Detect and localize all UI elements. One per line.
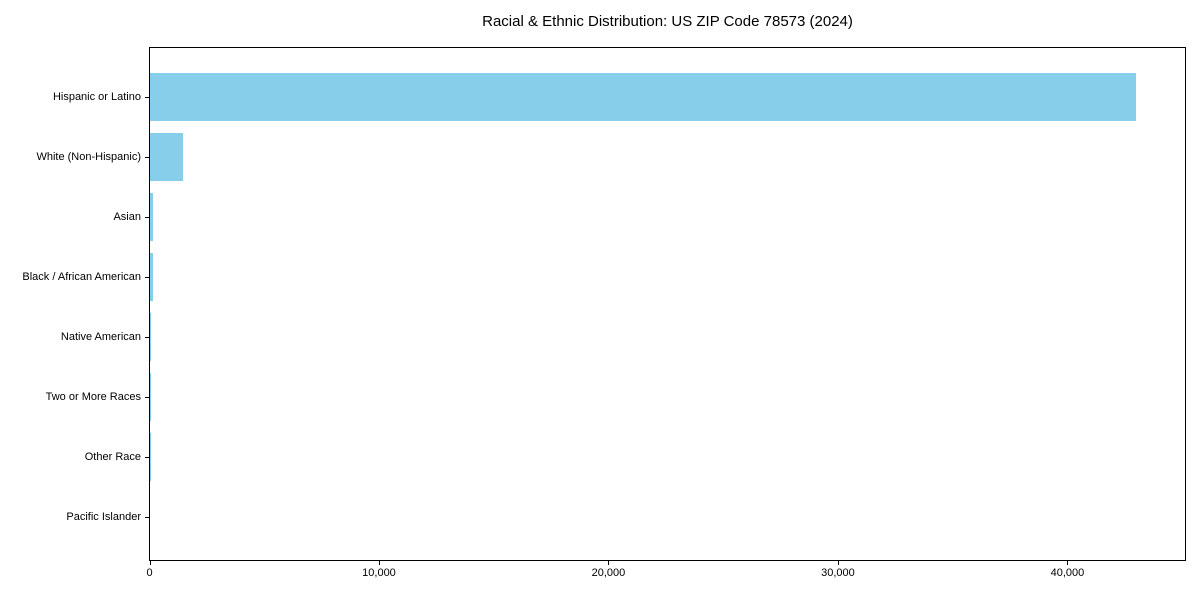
y-tick-label: Black / African American (22, 271, 141, 283)
x-tick-mark (378, 561, 380, 565)
chart-title: Racial & Ethnic Distribution: US ZIP Cod… (482, 13, 853, 30)
x-tick-mark (608, 561, 610, 565)
bar-asian (150, 193, 154, 241)
x-tick-label: 40,000 (1050, 567, 1085, 579)
plot-area (149, 47, 1186, 561)
bar-black-african-american (150, 253, 153, 301)
y-tick-mark (145, 337, 149, 338)
y-tick-label: Other Race (84, 451, 141, 463)
bar-native-american (150, 313, 152, 361)
y-tick-mark (145, 97, 149, 98)
y-tick-mark (145, 217, 149, 218)
x-tick-label: 0 (146, 567, 153, 579)
bar-hispanic-or-latino (150, 73, 1136, 121)
x-tick-label: 10,000 (362, 567, 396, 579)
y-tick-mark (145, 157, 149, 158)
y-tick-mark (145, 277, 149, 278)
y-tick-label: Pacific Islander (66, 511, 141, 523)
y-tick-mark (145, 457, 149, 458)
y-tick-label: Hispanic or Latino (52, 91, 141, 103)
x-tick-mark (149, 561, 151, 565)
y-tick-label: Two or More Races (45, 391, 141, 403)
bar-white-non-hispanic (150, 133, 184, 181)
y-tick-mark (145, 397, 149, 398)
y-tick-label: White (Non-Hispanic) (36, 151, 141, 163)
x-tick-mark (837, 561, 839, 565)
x-tick-mark (1067, 561, 1069, 565)
x-tick-label: 20,000 (591, 567, 626, 579)
y-tick-label: Native American (60, 331, 141, 343)
y-tick-mark (145, 517, 149, 518)
y-tick-label: Asian (113, 211, 141, 223)
x-tick-label: 30,000 (821, 567, 855, 579)
